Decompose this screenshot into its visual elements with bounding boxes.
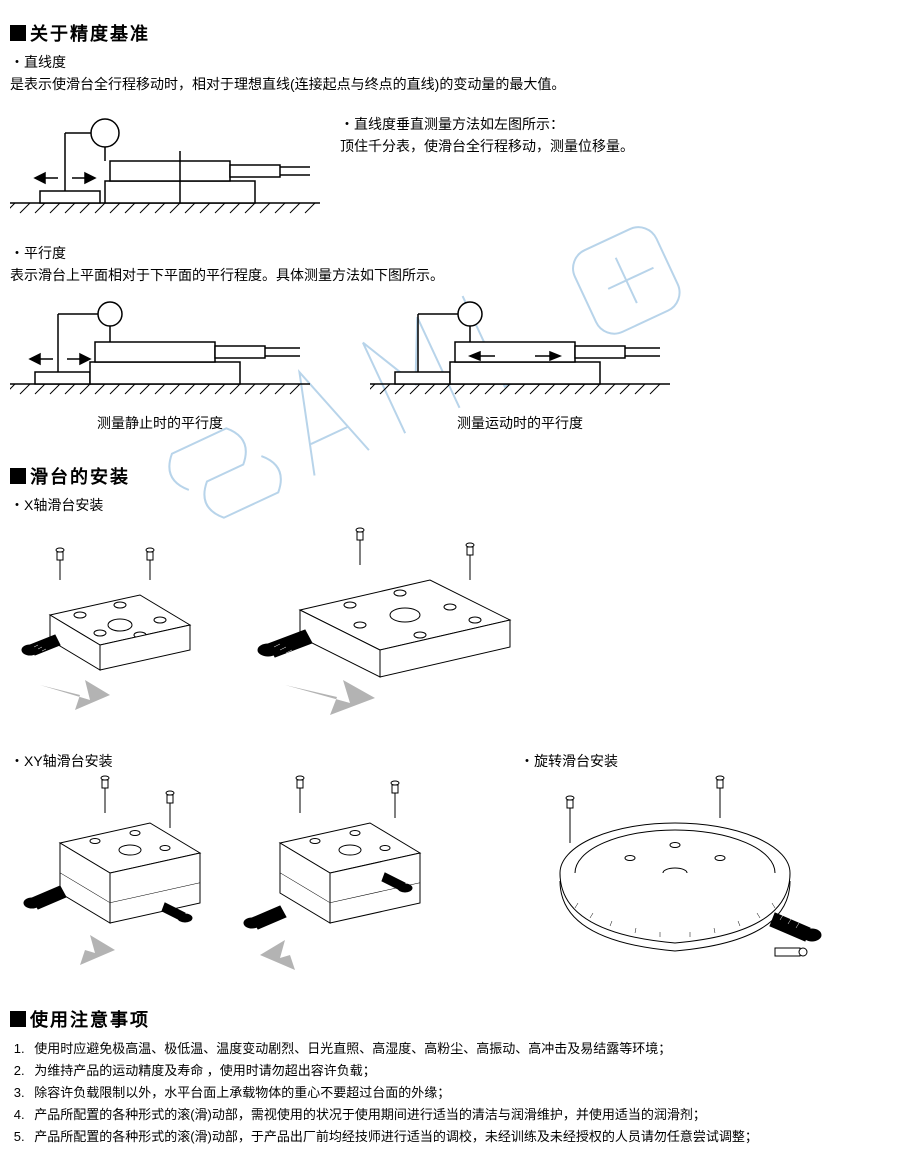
- parallelism-desc: 表示滑台上平面相对于下平面的平行程度。具体测量方法如下图所示。: [10, 265, 900, 286]
- section-precision-title: 关于精度基准: [10, 20, 900, 46]
- caution-item: 为维持产品的运动精度及寿命 ，使用时请勿超出容许负载；: [28, 1060, 900, 1082]
- parallelism-static-diagram: [10, 294, 310, 404]
- parallelism-static-caption: 测量静止时的平行度: [10, 413, 310, 433]
- xy-stage-diagram-1: [10, 773, 210, 973]
- straightness-label: ・直线度: [10, 52, 900, 72]
- caution-item: 使用时应避免极高温、极低温、温度变动剧烈、日光直照、高湿度、高粉尘、高振动、高冲…: [28, 1038, 900, 1060]
- xy-axis-install-label: ・XY轴滑台安装: [10, 751, 440, 771]
- rotary-install-label: ・旋转滑台安装: [520, 751, 840, 771]
- parallelism-moving-diagram: [370, 294, 670, 404]
- x-axis-install-label: ・X轴滑台安装: [10, 495, 900, 515]
- section-cautions-title: 使用注意事项: [10, 1006, 900, 1032]
- straightness-diagram: [10, 103, 320, 223]
- caution-item: 产品所配置的各种形式的滚(滑)动部，于产品出厂前均经技师进行适当的调校，未经训练…: [28, 1126, 900, 1148]
- xy-stage-diagram-2: [230, 773, 430, 973]
- caution-item: 除容许负载限制以外，水平台面上承载物体的重心不要超过台面的外缘；: [28, 1082, 900, 1104]
- straightness-note: ・直线度垂直测量方法如左图所示： 顶住千分表，使滑台全行程移动，测量位移量。: [340, 113, 634, 158]
- section-installation-title: 滑台的安装: [10, 463, 900, 489]
- cautions-list: 使用时应避免极高温、极低温、温度变动剧烈、日光直照、高湿度、高粉尘、高振动、高冲…: [10, 1038, 900, 1148]
- rotary-stage-diagram: [520, 773, 840, 983]
- x-stage-large-diagram: [240, 525, 530, 715]
- x-stage-small-diagram: [10, 545, 210, 715]
- caution-item: 产品所配置的各种形式的滚(滑)动部，需视使用的状况于使用期间进行适当的清洁与润滑…: [28, 1104, 900, 1126]
- parallelism-moving-caption: 测量运动时的平行度: [370, 413, 670, 433]
- parallelism-label: ・平行度: [10, 243, 900, 263]
- straightness-desc: 是表示使滑台全行程移动时，相对于理想直线(连接起点与终点的直线)的变动量的最大值…: [10, 74, 900, 95]
